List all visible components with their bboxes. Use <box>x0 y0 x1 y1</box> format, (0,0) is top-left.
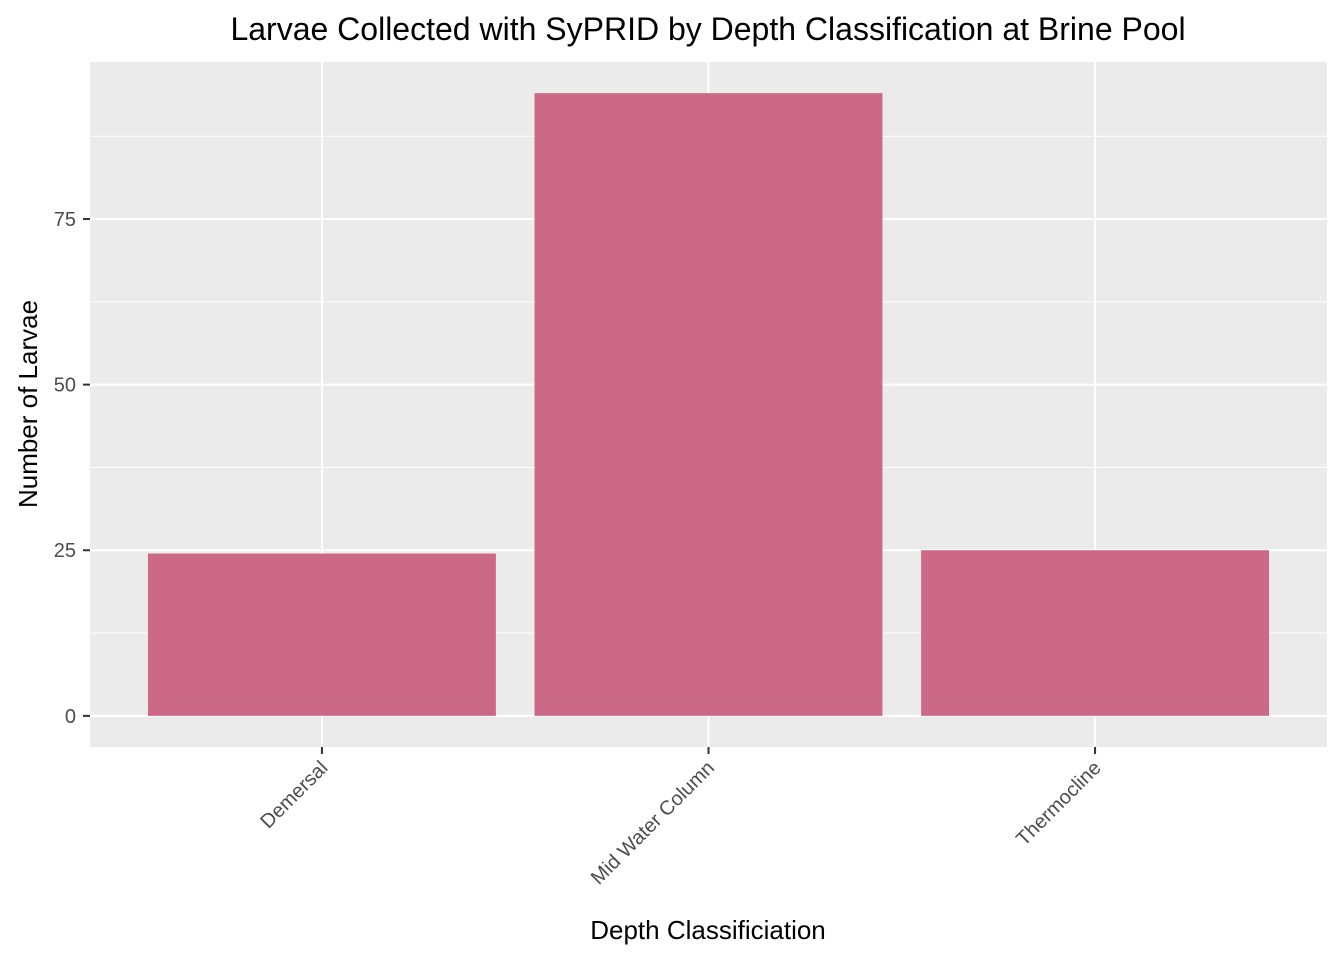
y-tick-label: 75 <box>54 209 76 231</box>
x-axis-title: Depth Classificiation <box>590 915 826 945</box>
bar-demersal <box>147 553 496 716</box>
x-tick-label: Thermocline <box>1012 757 1105 850</box>
bars <box>147 93 1270 716</box>
x-axis: Demersal Mid Water Column Thermocline <box>256 747 1106 889</box>
bar-mid-water-column <box>534 93 883 716</box>
y-tick-label: 25 <box>54 540 76 562</box>
x-tick-label: Demersal <box>256 757 332 833</box>
y-axis: 0 25 50 75 <box>54 209 90 728</box>
y-axis-title: Number of Larvae <box>13 300 43 508</box>
y-tick-label: 50 <box>54 375 76 397</box>
bar-thermocline <box>921 550 1270 716</box>
y-tick-label: 0 <box>65 706 76 728</box>
x-tick-label: Mid Water Column <box>587 757 719 889</box>
chart-title: Larvae Collected with SyPRID by Depth Cl… <box>230 11 1185 47</box>
